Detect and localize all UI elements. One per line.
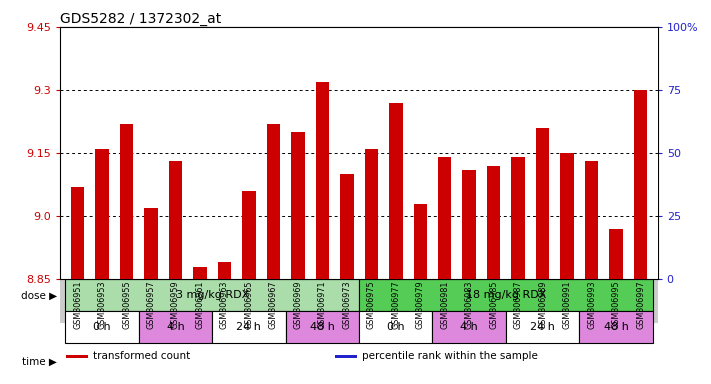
Bar xyxy=(560,153,574,279)
Bar xyxy=(291,132,304,279)
Bar xyxy=(65,279,359,311)
Text: 24 h: 24 h xyxy=(530,323,555,333)
Point xyxy=(365,46,377,53)
Point xyxy=(635,46,646,53)
Bar xyxy=(218,262,231,279)
Bar xyxy=(432,311,506,343)
Text: 24 h: 24 h xyxy=(237,323,262,333)
Point xyxy=(562,54,573,60)
Bar xyxy=(634,90,647,279)
Point xyxy=(316,54,328,60)
Point xyxy=(586,54,597,60)
Text: 0 h: 0 h xyxy=(387,323,405,333)
Bar xyxy=(335,355,357,358)
Bar xyxy=(511,157,525,279)
Text: 48 h: 48 h xyxy=(604,323,629,333)
Bar xyxy=(506,311,579,343)
Bar xyxy=(359,311,432,343)
Bar xyxy=(193,266,207,279)
Bar xyxy=(316,81,329,279)
Bar xyxy=(119,124,133,279)
Point xyxy=(194,54,205,60)
Bar xyxy=(609,229,623,279)
Bar xyxy=(286,311,359,343)
Point xyxy=(513,54,524,60)
Point xyxy=(464,54,475,60)
Bar xyxy=(66,355,88,358)
Bar xyxy=(71,187,85,279)
Point xyxy=(341,54,353,60)
Text: percentile rank within the sample: percentile rank within the sample xyxy=(362,351,538,361)
Bar xyxy=(340,174,353,279)
Bar xyxy=(139,311,212,343)
Bar xyxy=(65,311,139,343)
Bar xyxy=(585,161,599,279)
Text: 0 h: 0 h xyxy=(93,323,111,333)
Bar xyxy=(414,204,427,279)
Text: time ▶: time ▶ xyxy=(22,357,57,367)
Bar xyxy=(462,170,476,279)
Point xyxy=(439,54,450,60)
Text: 18 mg/kg RDX: 18 mg/kg RDX xyxy=(466,290,546,300)
Point xyxy=(97,46,108,53)
Bar xyxy=(359,279,653,311)
Point xyxy=(121,46,132,53)
Bar xyxy=(144,208,158,279)
Text: dose ▶: dose ▶ xyxy=(21,290,57,300)
Bar xyxy=(267,124,280,279)
Bar xyxy=(487,166,501,279)
Text: 4 h: 4 h xyxy=(460,323,478,333)
Text: 3 mg/kg RDX: 3 mg/kg RDX xyxy=(176,290,249,300)
Point xyxy=(488,54,499,60)
Point xyxy=(292,54,304,60)
Bar xyxy=(212,311,286,343)
Point xyxy=(537,46,548,53)
Point xyxy=(219,54,230,60)
Bar xyxy=(365,149,378,279)
Point xyxy=(610,54,621,60)
Bar xyxy=(389,103,402,279)
Text: 48 h: 48 h xyxy=(310,323,335,333)
Point xyxy=(390,46,402,53)
Bar xyxy=(169,161,182,279)
Text: GDS5282 / 1372302_at: GDS5282 / 1372302_at xyxy=(60,12,222,26)
Point xyxy=(72,54,83,60)
Bar xyxy=(579,311,653,343)
Bar xyxy=(438,157,451,279)
Bar xyxy=(536,128,550,279)
Point xyxy=(145,54,156,60)
Point xyxy=(415,54,426,60)
Bar xyxy=(242,191,256,279)
Point xyxy=(243,54,255,60)
Bar xyxy=(95,149,109,279)
Text: 4 h: 4 h xyxy=(166,323,184,333)
Point xyxy=(170,54,181,60)
Point xyxy=(268,46,279,53)
Text: transformed count: transformed count xyxy=(93,351,191,361)
